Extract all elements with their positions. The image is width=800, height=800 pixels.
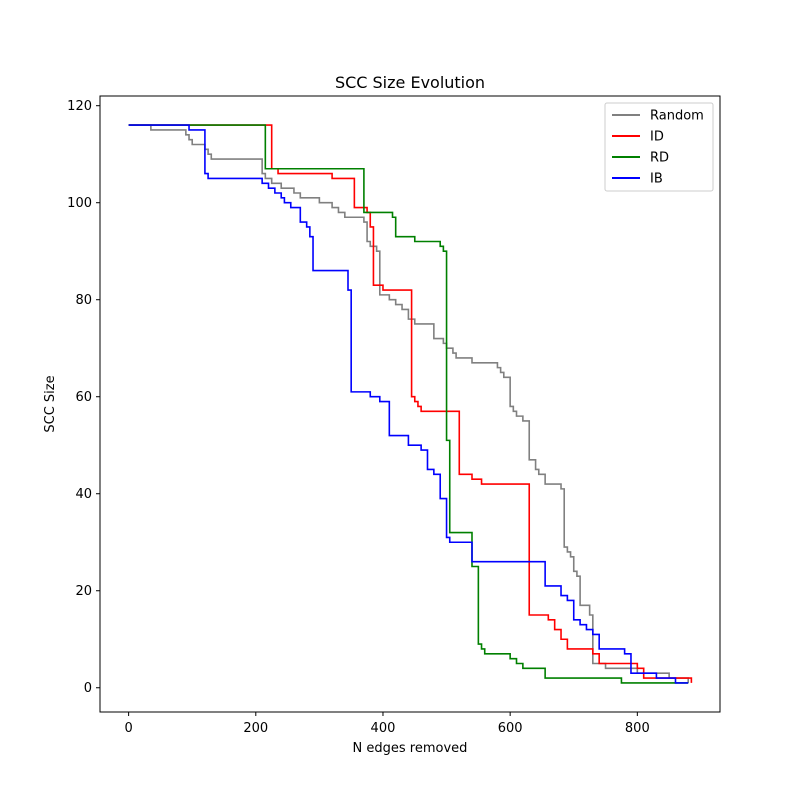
y-tick-label: 80 [75, 293, 92, 308]
y-axis-ticks: 0 20 40 60 80 100 120 [67, 99, 100, 696]
y-tick-label: 20 [75, 584, 92, 599]
y-tick-label: 0 [84, 681, 92, 696]
legend-label-ib: IB [650, 172, 663, 187]
x-axis-ticks: 0 200 400 600 800 [124, 712, 650, 736]
y-tick-label: 60 [75, 390, 92, 405]
series-line-random [128, 124, 690, 683]
x-tick-label: 200 [243, 721, 268, 736]
x-tick-label: 400 [371, 721, 396, 736]
x-tick-label: 800 [625, 721, 650, 736]
y-tick-label: 120 [67, 99, 92, 114]
y-tick-label: 40 [75, 487, 92, 502]
series-line-id [128, 124, 693, 683]
legend-label-random: Random [650, 109, 704, 124]
legend-label-rd: RD [650, 151, 669, 166]
y-axis-label: SCC Size [43, 375, 58, 432]
legend: Random ID RD IB [604, 102, 714, 192]
x-tick-label: 0 [124, 721, 132, 736]
plot-frame [99, 95, 721, 713]
legend-box [604, 102, 714, 192]
x-tick-label: 600 [498, 721, 523, 736]
chart-title: SCC Size Evolution [335, 73, 485, 92]
series-line-rd [128, 124, 689, 684]
legend-label-id: ID [650, 130, 664, 145]
plot-lines [128, 124, 693, 684]
y-tick-label: 100 [67, 196, 92, 211]
x-axis-label: N edges removed [353, 741, 468, 756]
series-line-ib [128, 124, 689, 684]
